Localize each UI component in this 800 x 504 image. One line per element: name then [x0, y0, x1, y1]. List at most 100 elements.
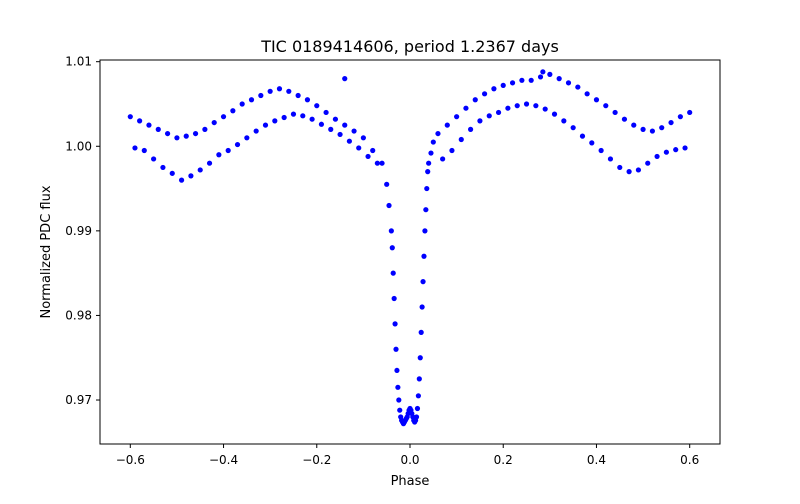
data-point — [356, 145, 362, 151]
data-point — [500, 82, 506, 88]
data-point — [127, 114, 133, 120]
data-point — [523, 101, 530, 107]
y-axis-ticks: 0.97 0.98 0.99 1.00 1.01 — [65, 55, 100, 407]
data-point — [540, 69, 546, 75]
data-point — [188, 173, 194, 179]
data-point — [422, 228, 428, 234]
data-point — [444, 122, 450, 128]
data-point — [417, 355, 423, 361]
data-point — [416, 376, 422, 382]
data-point — [635, 167, 642, 173]
data-point — [579, 133, 586, 139]
data-point — [477, 118, 483, 124]
data-point — [584, 91, 590, 97]
data-point — [244, 135, 250, 141]
data-point — [626, 169, 632, 175]
data-point — [570, 125, 576, 131]
data-point — [389, 245, 395, 251]
data-point — [537, 74, 544, 80]
data-point — [300, 113, 306, 119]
data-point — [390, 270, 396, 276]
data-point — [216, 152, 222, 158]
data-point — [621, 116, 628, 122]
data-point — [272, 118, 278, 124]
data-point — [178, 177, 185, 183]
data-point — [673, 147, 679, 153]
x-tick-label: −0.4 — [209, 453, 238, 467]
data-point — [491, 86, 497, 92]
data-point — [593, 97, 600, 103]
data-point — [164, 130, 171, 137]
y-tick-label: 0.99 — [65, 224, 92, 238]
data-point — [430, 139, 436, 145]
chart-title: TIC 0189414606, period 1.2367 days — [260, 37, 559, 56]
data-point — [435, 130, 441, 137]
data-point — [547, 71, 553, 77]
data-point — [640, 126, 646, 132]
data-point — [295, 92, 301, 99]
data-point — [519, 77, 525, 83]
data-point — [565, 80, 572, 86]
data-point — [514, 103, 520, 109]
data-point — [397, 407, 403, 413]
data-point — [202, 126, 208, 132]
y-tick-label: 0.98 — [65, 308, 92, 322]
data-point — [425, 169, 431, 175]
data-point — [309, 116, 315, 122]
data-point — [463, 105, 469, 111]
data-point — [258, 92, 264, 99]
data-point — [234, 141, 241, 148]
y-tick-label: 0.97 — [65, 393, 92, 407]
data-point — [505, 105, 511, 111]
data-point — [420, 279, 426, 285]
data-point — [393, 346, 399, 352]
data-point — [267, 88, 273, 94]
data-point — [281, 114, 287, 121]
data-point — [419, 304, 425, 310]
data-point — [421, 253, 427, 259]
plot-area — [100, 60, 720, 444]
data-point — [454, 114, 460, 120]
data-point — [342, 76, 348, 82]
data-point — [423, 207, 429, 213]
data-point — [449, 147, 455, 154]
data-point — [556, 76, 562, 82]
data-point — [413, 414, 420, 420]
data-point — [318, 121, 325, 127]
data-point — [192, 130, 199, 137]
data-point — [351, 128, 357, 134]
data-point — [396, 397, 402, 403]
data-point — [332, 116, 339, 122]
x-tick-label: 0.0 — [400, 453, 419, 467]
data-point — [677, 114, 683, 120]
data-point — [304, 97, 311, 103]
data-point — [668, 119, 674, 126]
data-point — [290, 111, 297, 117]
data-point — [206, 160, 213, 166]
data-point — [486, 113, 492, 119]
data-point — [132, 145, 138, 151]
data-points — [127, 69, 693, 427]
data-point — [589, 140, 595, 146]
data-point — [391, 295, 397, 302]
data-point — [663, 149, 669, 155]
data-point — [155, 126, 161, 132]
data-point — [631, 122, 637, 128]
data-point — [276, 86, 283, 92]
data-point — [388, 228, 394, 234]
data-point — [183, 133, 189, 139]
data-point — [174, 135, 180, 141]
data-point — [365, 153, 371, 160]
data-point — [253, 128, 259, 134]
data-point — [160, 164, 166, 171]
data-point — [458, 136, 464, 143]
x-tick-label: 0.2 — [494, 453, 513, 467]
x-axis-ticks: −0.6 −0.4 −0.2 0.0 0.2 0.4 0.6 — [116, 444, 699, 467]
data-point — [414, 405, 421, 412]
x-tick-label: −0.2 — [302, 453, 331, 467]
data-point — [394, 367, 400, 374]
y-tick-label: 1.01 — [65, 55, 92, 69]
data-point — [211, 119, 217, 126]
